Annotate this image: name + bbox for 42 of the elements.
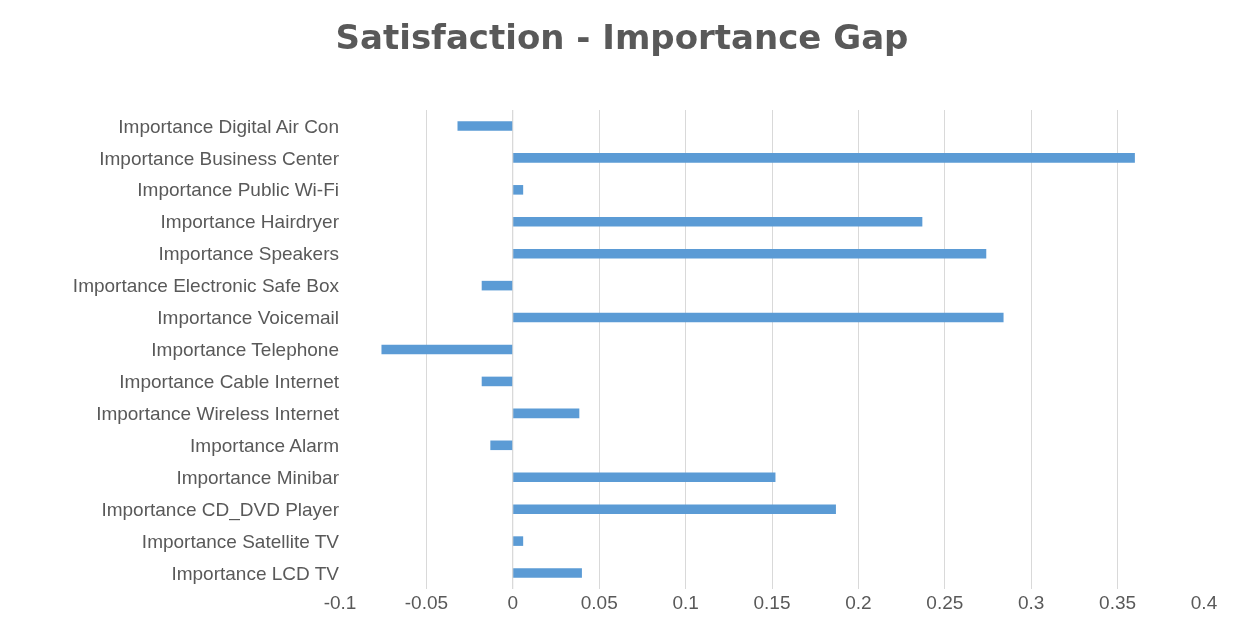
x-tick-label: 0.05 bbox=[580, 592, 618, 613]
x-tick-label: -0.1 bbox=[323, 592, 357, 613]
y-tick-label: Importance LCD TV bbox=[171, 562, 340, 584]
bar bbox=[512, 504, 836, 514]
bar bbox=[512, 536, 524, 546]
x-tick-label: -0.05 bbox=[404, 592, 449, 613]
x-tick-label: 0 bbox=[507, 592, 519, 613]
y-tick-label: Importance Minibar bbox=[176, 466, 340, 488]
y-tick-label: Importance Satellite TV bbox=[141, 530, 340, 552]
x-tick-label: 0.25 bbox=[926, 592, 964, 613]
bar bbox=[490, 440, 513, 451]
y-tick-label: Importance Voicemail bbox=[157, 307, 339, 329]
x-tick-label: 0.35 bbox=[1099, 592, 1137, 613]
x-tick-label: 0.2 bbox=[845, 592, 872, 613]
y-tick-label: Importance Electronic Safe Box bbox=[72, 275, 340, 297]
bar bbox=[512, 408, 580, 419]
y-tick-label: Importance Wireless Internet bbox=[96, 403, 340, 425]
y-tick-label: Importance Business Center bbox=[99, 147, 340, 169]
bar bbox=[481, 376, 513, 387]
bar bbox=[512, 216, 923, 227]
bar bbox=[481, 280, 513, 291]
y-tick-label: Importance CD_DVD Player bbox=[101, 498, 340, 521]
y-tick-label: Importance Alarm bbox=[190, 434, 339, 456]
x-tick-label: 0.15 bbox=[753, 592, 791, 613]
bar bbox=[512, 568, 582, 578]
y-tick-label: Importance Telephone bbox=[151, 339, 339, 361]
y-tick-label: Importance Public Wi-Fi bbox=[137, 179, 339, 201]
bar bbox=[457, 121, 513, 131]
y-tick-label: Importance Hairdryer bbox=[160, 211, 340, 233]
bar bbox=[512, 248, 987, 259]
x-tick-label: 0.3 bbox=[1017, 592, 1045, 613]
x-tick-label: 0.4 bbox=[1190, 592, 1218, 613]
bar bbox=[512, 153, 1135, 163]
y-tick-label: Importance Speakers bbox=[158, 243, 339, 265]
bar bbox=[512, 472, 776, 483]
bar bbox=[381, 344, 513, 355]
x-tick-label: 0.1 bbox=[672, 592, 699, 613]
chart-title: Satisfaction - Importance Gap bbox=[335, 17, 909, 58]
y-tick-label: Importance Cable Internet bbox=[119, 371, 340, 393]
bar bbox=[512, 185, 524, 195]
bar bbox=[512, 312, 1004, 323]
y-tick-label: Importance Digital Air Con bbox=[118, 115, 339, 137]
